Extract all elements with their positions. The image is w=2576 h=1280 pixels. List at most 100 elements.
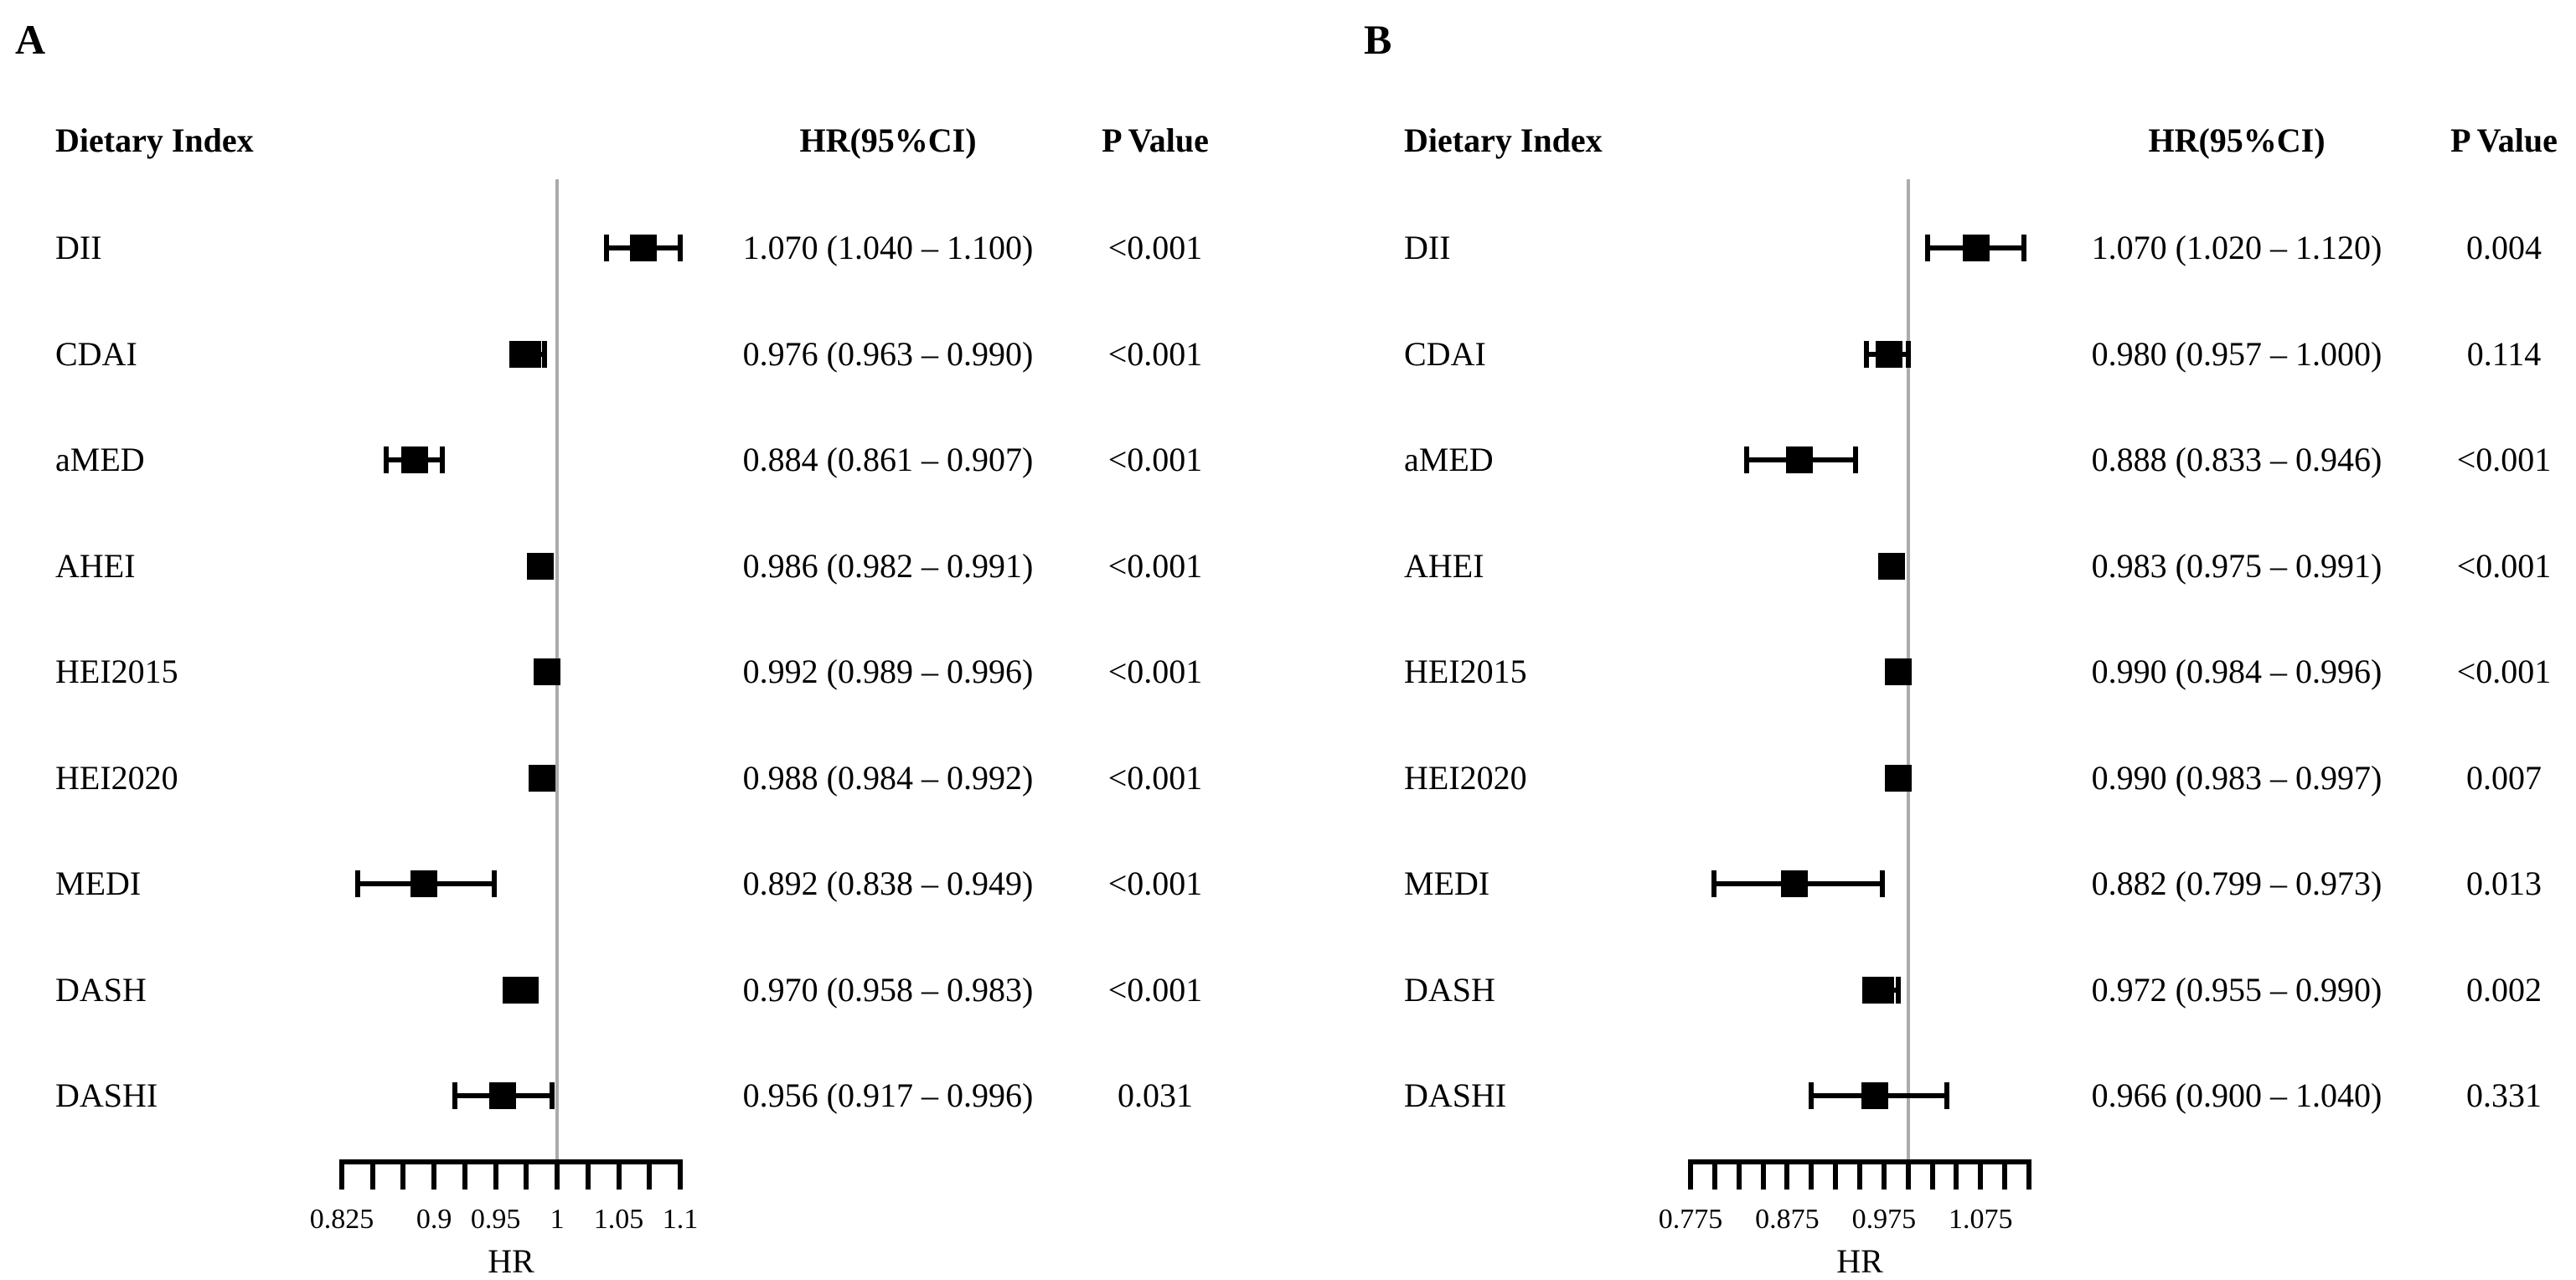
hr-ci-value: 0.892 (0.838 – 0.949): [742, 865, 1034, 902]
hr-ci-value: 0.956 (0.917 – 0.996): [742, 1076, 1034, 1114]
hr-point-marker: [507, 976, 534, 1004]
panel-a-letter: A: [15, 16, 46, 63]
axis-tick: [339, 1159, 344, 1190]
hr-point-marker: [526, 552, 554, 580]
axis-tick-label: 0.95: [470, 1204, 521, 1235]
p-value: <0.001: [1107, 546, 1203, 585]
row-label: HEI2020: [1404, 758, 1527, 797]
ci-cap-left: [1924, 235, 1930, 261]
axis-tick: [1736, 1159, 1742, 1190]
row-label: DASH: [1404, 970, 1495, 1009]
axis-tick: [1905, 1159, 1911, 1190]
ci-cap-left: [1864, 340, 1870, 368]
axis-tick-label: 1: [550, 1204, 565, 1235]
ci-cap-left: [1809, 1082, 1815, 1109]
hr-point-marker: [1867, 976, 1895, 1004]
axis-tick: [1760, 1159, 1766, 1190]
ci-cap-left: [503, 976, 508, 1004]
hr-ci-value: 0.990 (0.983 – 0.997): [2091, 758, 2382, 797]
p-value: <0.001: [1107, 441, 1203, 478]
hr-ci-value: 0.966 (0.900 – 1.040): [2091, 1076, 2382, 1114]
row-label: DII: [1404, 229, 1451, 266]
axis-tick: [524, 1159, 529, 1190]
p-value: <0.001: [1107, 653, 1203, 690]
ci-cap-right: [1879, 870, 1885, 897]
p-value: 0.331: [2466, 1076, 2542, 1114]
hr-ci-value: 1.070 (1.020 – 1.120): [2091, 229, 2382, 266]
p-value: 0.031: [1118, 1076, 1193, 1114]
hr-ci-value: 0.972 (0.955 – 0.990): [2091, 970, 2382, 1009]
p-value: <0.001: [1107, 970, 1203, 1009]
hr-ci-value: 1.070 (1.040 – 1.100): [742, 229, 1034, 266]
hr-ci-value: 0.888 (0.833 – 0.946): [2091, 441, 2382, 478]
axis-tick: [1881, 1159, 1887, 1190]
axis-tick: [585, 1159, 591, 1190]
row-label: HEI2020: [55, 758, 178, 797]
axis-tick-label: 0.875: [1755, 1204, 1820, 1235]
axis-tick: [462, 1159, 467, 1190]
hr-point-marker: [489, 1082, 517, 1109]
hr-ci-value: 0.976 (0.963 – 0.990): [742, 334, 1034, 373]
ci-cap-right: [542, 340, 548, 368]
ci-cap-left: [355, 870, 361, 897]
hr-point-marker: [514, 340, 541, 368]
p-value: 0.013: [2466, 865, 2542, 902]
hr-ci-value: 0.970 (0.958 – 0.983): [742, 970, 1034, 1009]
ci-cap-right: [1944, 1082, 1949, 1109]
ci-cap-right: [1853, 446, 1859, 473]
axis-tick: [1857, 1159, 1862, 1190]
ci-cap-left: [1743, 446, 1749, 473]
row-label: CDAI: [1404, 334, 1486, 373]
axis-tick-label: 0.825: [309, 1204, 374, 1235]
row-label: DASHI: [55, 1076, 158, 1114]
ci-cap-left: [383, 446, 389, 473]
axis-tick: [647, 1159, 653, 1190]
p-value: 0.002: [2466, 970, 2542, 1009]
axis-tick: [493, 1159, 498, 1190]
ci-cap-right: [1896, 976, 1902, 1004]
x-axis-title: HR: [1836, 1242, 1883, 1280]
row-label: DII: [55, 229, 102, 266]
p-value: <0.001: [2456, 653, 2552, 690]
ci-cap-left: [452, 1082, 458, 1109]
p-value: <0.001: [1107, 865, 1203, 902]
ci-cap-right: [1905, 340, 1911, 368]
p-value: <0.001: [2456, 546, 2552, 585]
p-value: 0.114: [2466, 334, 2542, 373]
axis-tick: [1809, 1159, 1815, 1190]
axis-tick: [369, 1159, 375, 1190]
panel-b-letter: B: [1364, 16, 1392, 63]
ci-cap-left: [603, 235, 609, 261]
ci-cap-left: [508, 340, 514, 368]
hr-point-marker: [629, 235, 657, 261]
axis-tick: [1688, 1159, 1693, 1190]
p-value: 0.007: [2466, 758, 2542, 797]
p-value-header: P Value: [1102, 121, 1209, 159]
hr-point-marker: [1780, 870, 1808, 897]
hr-ci-value: 0.980 (0.957 – 1.000): [2091, 334, 2382, 373]
dietary-index-header: Dietary Index: [55, 121, 254, 159]
row-label: MEDI: [55, 865, 142, 902]
row-label: DASH: [55, 970, 147, 1009]
row-label: AHEI: [55, 546, 136, 585]
row-label: CDAI: [55, 334, 137, 373]
row-label: aMED: [1404, 441, 1494, 478]
axis-tick-label: 1.075: [1949, 1204, 2013, 1235]
hr-point-marker: [1885, 658, 1913, 685]
axis-tick: [400, 1159, 406, 1190]
hr-point-marker: [1878, 552, 1906, 580]
hr-point-marker: [400, 446, 428, 473]
hr-point-marker: [1962, 235, 1990, 261]
hr-ci-value: 0.988 (0.984 – 0.992): [742, 758, 1034, 797]
dietary-index-header: Dietary Index: [1404, 121, 1603, 159]
hr-ci-header: HR(95%CI): [2148, 121, 2326, 159]
axis-tick: [1784, 1159, 1790, 1190]
hr-point-marker: [534, 658, 561, 685]
axis-tick: [2002, 1159, 2008, 1190]
axis-tick-label: 0.9: [416, 1204, 452, 1235]
axis-tick: [678, 1159, 683, 1190]
axis-tick-label: 0.775: [1658, 1204, 1723, 1235]
ci-cap-right: [678, 235, 683, 261]
ci-cap-right: [2021, 235, 2027, 261]
